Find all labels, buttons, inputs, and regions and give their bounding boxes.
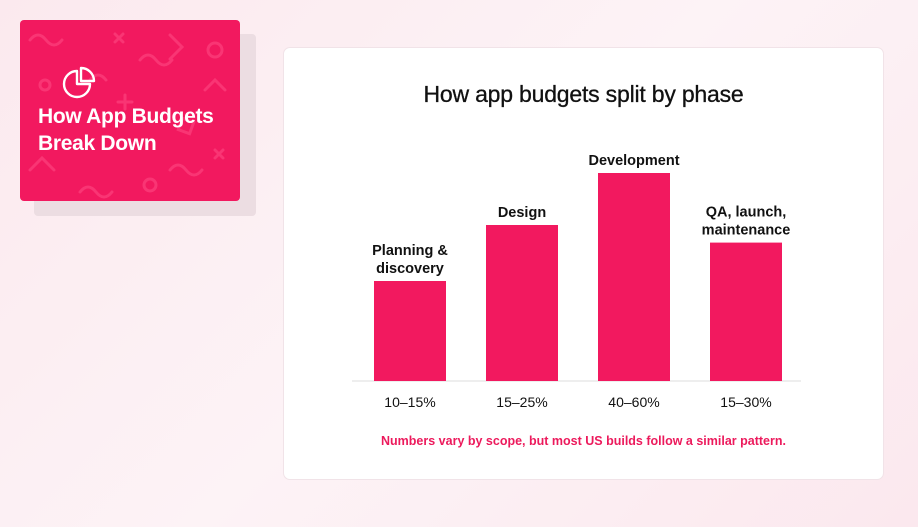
hero-card: How App Budgets Break Down [20,20,240,201]
tick-label-0: 10–15% [384,394,435,410]
bar-label-1-line-0: Design [498,205,546,221]
bar-label-3-line-1: maintenance [702,223,791,239]
bar-label-0-line-1: discovery [376,261,444,277]
hero-title: How App Budgets Break Down [38,105,214,155]
tick-label-3: 15–30% [720,394,771,410]
bar-1 [486,225,558,381]
bar-3 [710,242,782,381]
bar-chart: Planning & discovery 10–15% Design 15–25% Dev… [352,153,801,410]
tick-label-2: 40–60% [608,394,659,410]
chart-title: How app budgets split by phase [423,81,744,107]
pie-chart-icon [62,66,96,99]
bar-label-3-line-0: QA, launch, [706,205,787,221]
chart-panel: How app budgets split by phase Planning … [283,47,884,480]
decorative-pattern [28,32,227,199]
chart-footnote: Numbers vary by scope, but most US build… [381,434,786,448]
bar-2 [598,173,670,381]
bar-0 [374,281,446,381]
bar-label-2-line-0: Development [588,153,679,169]
tick-label-1: 15–25% [496,394,547,410]
bar-label-0-line-0: Planning & [372,243,448,259]
